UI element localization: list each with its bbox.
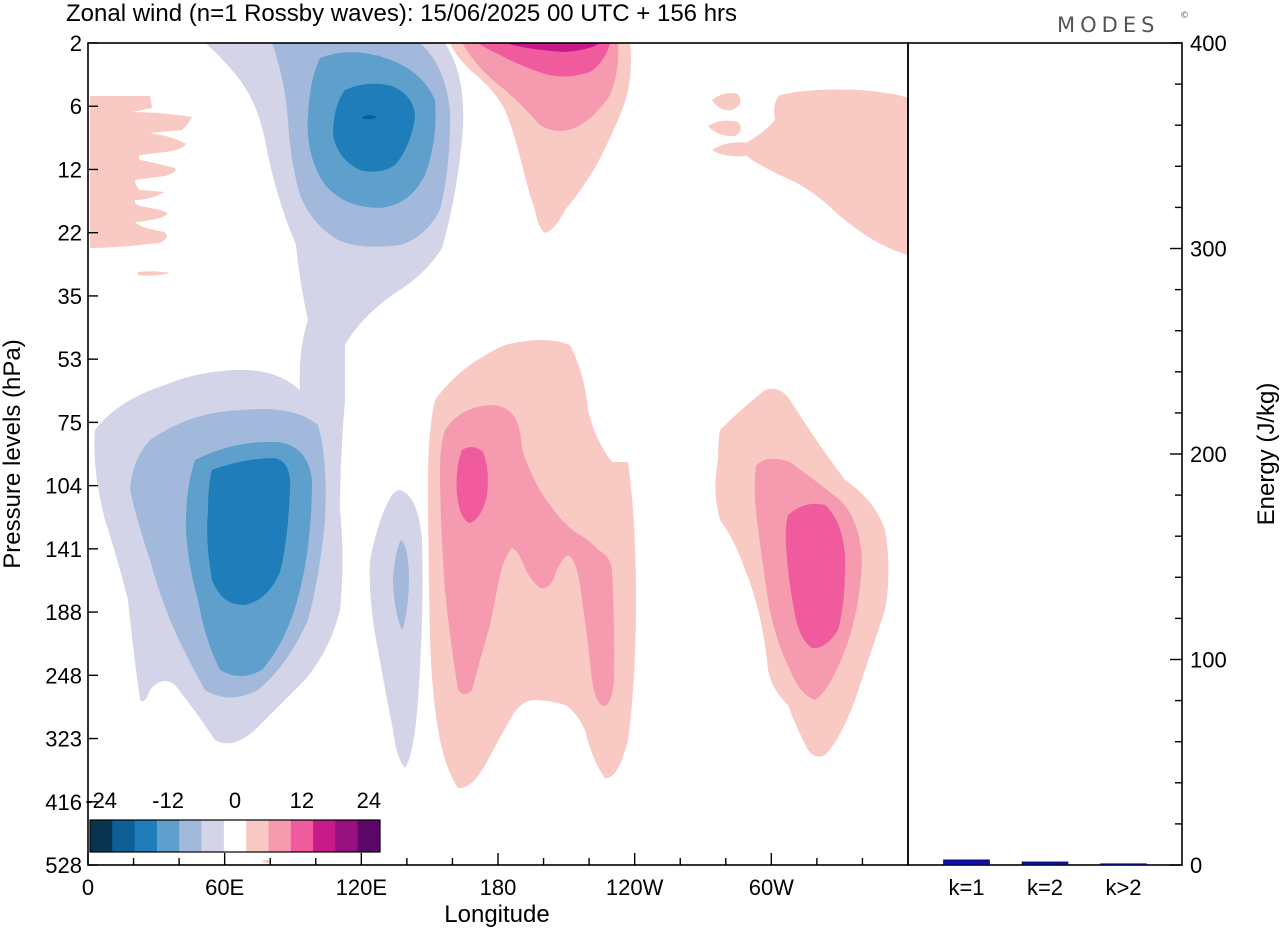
colorbar-swatches: [90, 820, 381, 852]
colorbar-swatch: [179, 820, 203, 852]
colorbar-swatch: [201, 820, 225, 852]
contour-neg-column-l2: [393, 540, 409, 630]
energy-axis-title: Energy (J/kg): [1253, 383, 1280, 526]
colorbar-label: 24: [357, 788, 381, 813]
y-axis-right: 0 100 200 300 400: [1170, 31, 1227, 878]
contour-pos-blob-3: [712, 142, 754, 157]
contour-pos-upper-l4: [505, 43, 600, 52]
colorbar-swatch: [268, 820, 292, 852]
x-axis: 0 60E 120E 180 120W 60W: [82, 853, 864, 900]
colorbar-frame: [89, 819, 381, 853]
y-axis-left: 2 6 12 22 35 53 75 104 141 188 248 323 416 528: [45, 31, 98, 878]
contour-pos-blob-2: [708, 120, 741, 137]
colorbar-swatch: [134, 820, 158, 852]
brand-logo-text: MODES: [1057, 13, 1159, 37]
y-tick-label: 6: [70, 94, 82, 119]
colorbar-label: 12: [290, 788, 314, 813]
energy-bar-categories: k=1 k=2 k>2: [948, 875, 1141, 900]
x-axis-title: Longitude: [444, 901, 549, 928]
energy-panel-frame: [907, 42, 1183, 866]
energy-bar: [1100, 863, 1147, 866]
colorbar-swatch: [335, 820, 359, 852]
colorbar-swatch: [156, 820, 180, 852]
energy-tick-label: 0: [1190, 853, 1202, 878]
contour-pos-left-1: [90, 96, 192, 248]
contour-neg-upper-core: [362, 115, 377, 120]
colorbar-swatch: [290, 820, 314, 852]
contour-pos-upper-l3: [478, 43, 610, 77]
colorbar-label: -24: [85, 788, 117, 813]
contour-pos-lower-right-l3: [785, 503, 846, 649]
y-tick-label: 35: [58, 284, 82, 309]
y-tick-label: 104: [45, 474, 82, 499]
colorbar-swatch: [246, 820, 269, 852]
y-tick-label: 75: [58, 410, 82, 435]
energy-bar-category-label: k=2: [1027, 875, 1063, 900]
y-tick-label: 528: [45, 853, 82, 878]
energy-bar-category-label: k>2: [1105, 875, 1141, 900]
y-tick-label: 22: [58, 221, 82, 246]
colorbar-swatch: [90, 820, 113, 852]
colorbar-swatch: [313, 820, 336, 852]
x-tick-label: 180: [480, 875, 517, 900]
y-tick-label: 323: [45, 727, 82, 752]
colorbar-labels: -24 -12 0 12 24: [85, 788, 381, 813]
colorbar-swatch: [112, 820, 136, 852]
energy-bar-category-label: k=1: [948, 875, 984, 900]
x-tick-label: 120W: [606, 875, 664, 900]
energy-bar: [943, 859, 990, 866]
contour-neg-upper-l4: [333, 83, 415, 172]
x-tick-label: 0: [82, 875, 94, 900]
y-tick-label: 53: [58, 347, 82, 372]
y-tick-label: 141: [45, 537, 82, 562]
energy-tick-label: 100: [1190, 648, 1227, 673]
x-tick-label: 120E: [336, 875, 387, 900]
energy-bars: [943, 859, 1147, 866]
brand-copyright-mark: ©: [1180, 11, 1189, 21]
y-tick-label: 2: [70, 31, 82, 56]
contour-pos-blob-1: [712, 92, 741, 111]
energy-tick-label: 200: [1190, 442, 1227, 467]
colorbar-label: -12: [152, 788, 184, 813]
energy-tick-label: 300: [1190, 237, 1227, 262]
y-tick-label: 416: [45, 790, 82, 815]
x-tick-label: 60W: [749, 875, 794, 900]
y-tick-label: 248: [45, 663, 82, 688]
contour-pos-left-small: [138, 271, 170, 276]
colorbar-swatch: [223, 820, 247, 852]
contour-neg-lower-l4: [207, 458, 291, 606]
colorbar: -24 -12 0 12 24: [85, 785, 383, 860]
contour-pos-right-upper: [743, 89, 908, 255]
y-tick-label: 188: [45, 600, 82, 625]
contour-pos-lower-center-l3: [456, 446, 488, 523]
chart-title: Zonal wind (n=1 Rossby waves): 15/06/202…: [66, 0, 737, 27]
energy-tick-label: 400: [1190, 31, 1227, 56]
y-tick-label: 12: [58, 157, 82, 182]
contour-neg-column-light: [369, 490, 423, 768]
colorbar-swatch: [357, 820, 381, 852]
x-tick-label: 60E: [205, 875, 244, 900]
y-axis-title: Pressure levels (hPa): [0, 339, 26, 568]
colorbar-label: 0: [229, 788, 241, 813]
contour-field: [90, 43, 908, 863]
energy-bar: [1021, 861, 1069, 866]
